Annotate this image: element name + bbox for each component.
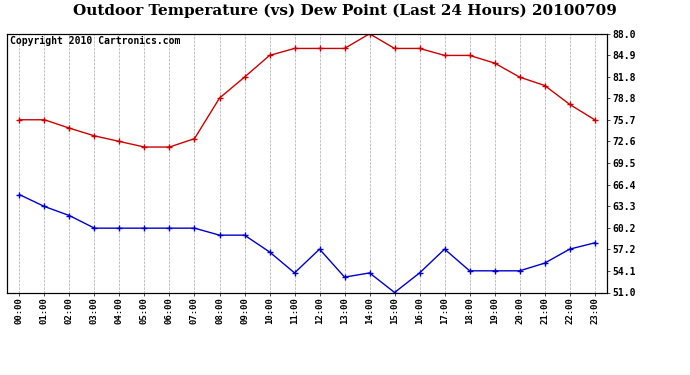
Text: Copyright 2010 Cartronics.com: Copyright 2010 Cartronics.com	[10, 36, 180, 46]
Text: Outdoor Temperature (vs) Dew Point (Last 24 Hours) 20100709: Outdoor Temperature (vs) Dew Point (Last…	[73, 4, 617, 18]
